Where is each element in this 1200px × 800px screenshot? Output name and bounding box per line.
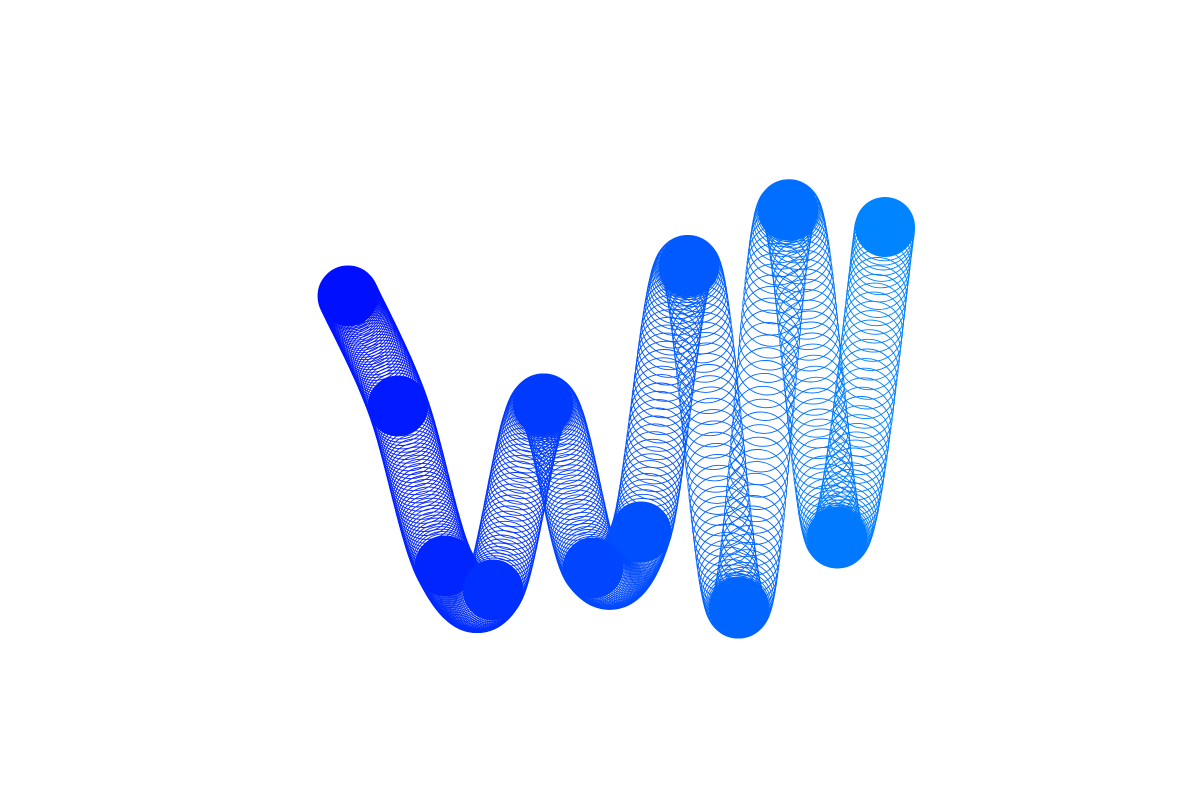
ring [533, 428, 595, 490]
ring [834, 367, 896, 429]
ring [729, 424, 791, 486]
ring [678, 364, 740, 425]
control-point [318, 266, 378, 326]
ring [780, 321, 842, 383]
ring [789, 408, 851, 470]
ring [389, 454, 451, 516]
control-point-group [318, 180, 915, 638]
ring [734, 360, 796, 421]
ring [534, 433, 596, 495]
ring [724, 472, 786, 534]
ring [737, 321, 799, 383]
ring [726, 461, 787, 523]
control-point [368, 376, 428, 436]
ring [848, 249, 909, 310]
ring [788, 398, 850, 460]
control-point [563, 538, 623, 598]
control-point [513, 374, 573, 434]
ring [677, 353, 739, 415]
ring [739, 309, 800, 371]
ring [783, 354, 845, 416]
ring [387, 446, 449, 508]
ring [776, 278, 838, 340]
ring [679, 375, 741, 437]
ring [622, 438, 684, 500]
ring [733, 372, 795, 434]
control-point [709, 578, 769, 638]
control-point [611, 502, 671, 562]
ring [727, 449, 789, 510]
ring [782, 343, 844, 405]
ring [778, 299, 840, 361]
control-point [415, 536, 475, 596]
ring [779, 310, 841, 372]
ring [728, 436, 790, 498]
ring [535, 438, 597, 500]
ring [730, 411, 792, 473]
control-point [758, 180, 818, 240]
control-point [855, 197, 915, 257]
ring [720, 515, 782, 577]
ring [736, 334, 798, 396]
ring [721, 505, 783, 567]
ring [684, 420, 745, 482]
ring [541, 464, 603, 526]
ring [672, 311, 734, 373]
ring [784, 365, 846, 427]
ring [741, 285, 803, 347]
ring [681, 397, 743, 459]
ring [673, 321, 735, 383]
ring [790, 418, 852, 480]
ring [837, 338, 899, 400]
ring [386, 442, 448, 504]
ring [690, 485, 752, 547]
ring [740, 297, 802, 359]
ring [722, 495, 784, 556]
control-point [463, 560, 523, 620]
ring [775, 268, 836, 330]
ring [543, 474, 605, 536]
ring [687, 453, 749, 515]
ring [781, 332, 843, 394]
ring [675, 331, 737, 393]
ring [735, 347, 797, 409]
ring [777, 289, 839, 351]
ring [686, 442, 748, 504]
ring [743, 263, 805, 325]
ring [676, 342, 738, 404]
ring [631, 365, 693, 427]
ring [785, 376, 847, 438]
control-point [807, 508, 867, 568]
ring [388, 450, 450, 512]
ring [685, 431, 747, 493]
ring [773, 258, 835, 320]
ring [731, 398, 793, 460]
ring [680, 386, 742, 448]
ring [625, 415, 687, 477]
ring [838, 329, 900, 391]
control-point [659, 236, 719, 296]
ring [385, 438, 447, 500]
